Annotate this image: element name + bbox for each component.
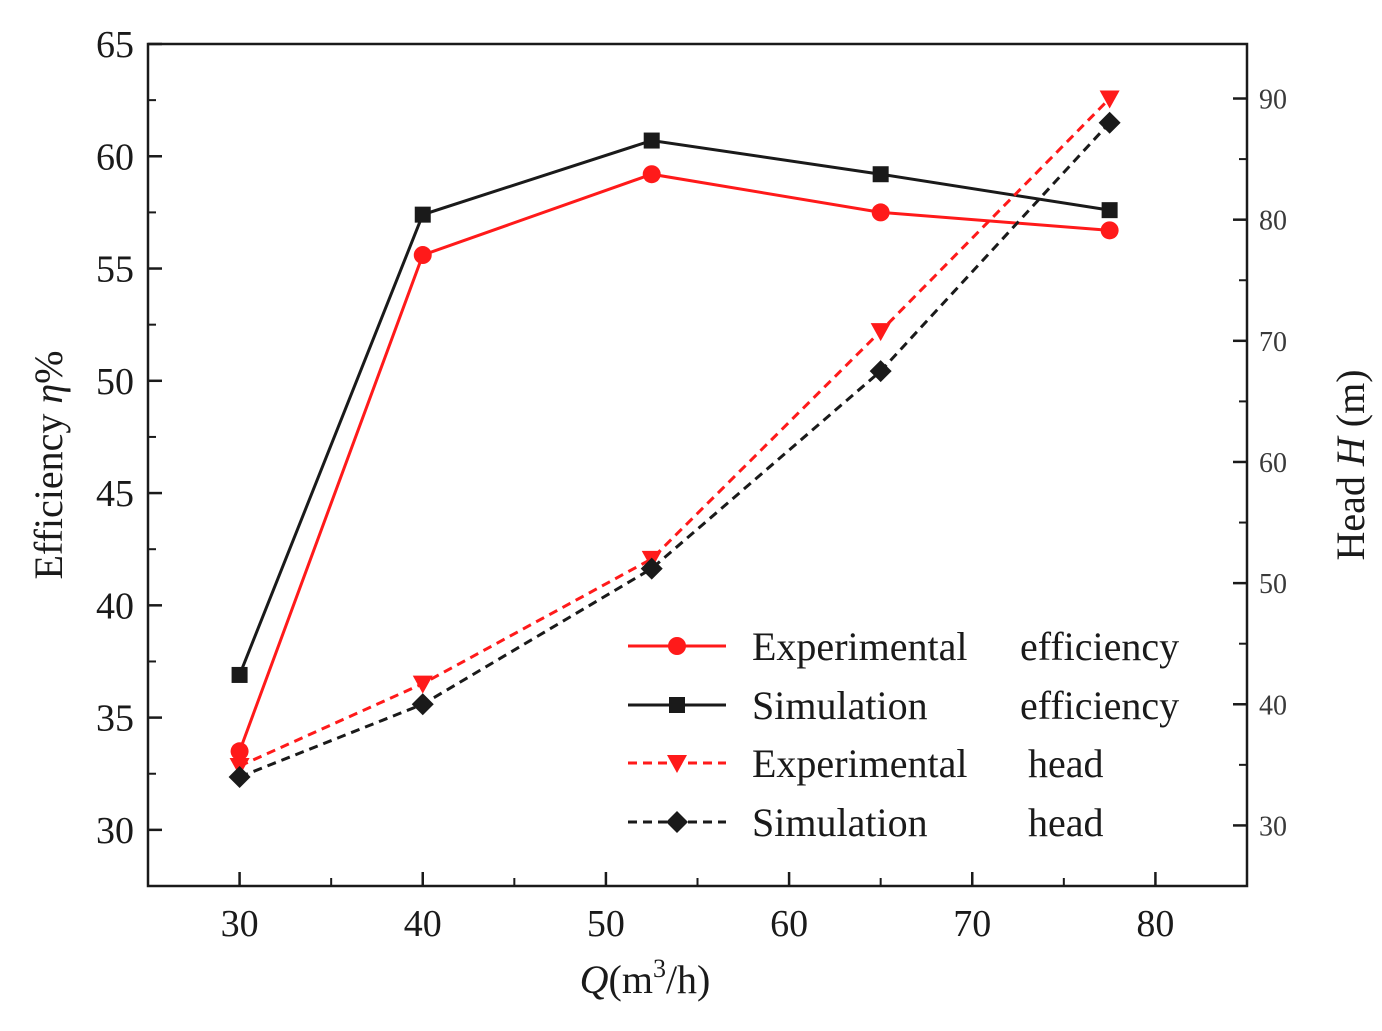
data-point-circle [230,742,249,761]
legend-label-part2: efficiency [1020,624,1179,669]
legend-item: Experimental head [628,741,1104,786]
data-point-diamond [411,693,434,716]
series-3 [228,111,1121,788]
data-point-circle [871,203,890,222]
left-tick-label: 65 [96,24,134,66]
series-0 [230,165,1119,761]
legend: Experimental efficiency Simulation efficien… [628,624,1179,845]
right-tick-label: 50 [1259,569,1287,600]
y-axis-right-label: Head H (m) [1328,369,1373,560]
legend-label-part1: Experimental [752,741,967,786]
left-tick-label: 45 [96,473,134,515]
right-tick-label: 30 [1259,811,1287,842]
data-point-triangle-down [870,323,891,342]
x-tick-label: 60 [770,903,808,945]
series-1 [231,132,1118,683]
data-point-square [231,666,248,683]
x-tick-label: 80 [1136,903,1174,945]
series-line [238,97,1111,768]
legend-label-part1: Simulation [752,683,928,728]
right-tick-label: 90 [1259,85,1287,116]
legend-label-part1: Simulation [752,800,928,845]
legend-item: Simulation head [628,800,1104,845]
x-tick-label: 40 [404,903,442,945]
y-axis-left-label: Efficiency η% [26,350,71,579]
right-tick-label: 80 [1259,206,1287,237]
left-axis-ticks: 30 35 40 45 50 55 60 65 [96,24,162,852]
legend-marker [668,637,686,655]
legend-item: Simulation efficiency [628,683,1179,728]
legend-label-part2: head [1028,741,1104,786]
x-axis-ticks: 30 40 50 60 70 80 [221,872,1174,945]
legend-label-part2: efficiency [1020,683,1179,728]
data-point-square [872,166,889,183]
left-tick-label: 40 [96,585,134,627]
data-point-triangle-down [1099,90,1120,109]
legend-label-part2: head [1028,800,1104,845]
data-point-circle [1100,221,1119,240]
right-axis-ticks: 30 40 50 60 70 80 90 [1233,85,1287,842]
legend-label-part1: Experimental [752,624,967,669]
data-point-triangle-down [412,675,433,694]
left-tick-label: 55 [96,249,134,291]
data-point-diamond [640,557,663,580]
data-point-diamond [1098,111,1121,134]
legend-marker [666,811,688,833]
x-tick-label: 30 [221,903,259,945]
data-point-square [1101,202,1118,219]
data-point-diamond [228,765,251,788]
series-2 [229,90,1120,777]
left-tick-label: 50 [96,361,134,403]
legend-marker [667,755,687,773]
left-tick-label: 60 [96,136,134,178]
series-line [239,121,1111,779]
series-line [238,172,1110,752]
legend-marker [669,697,685,713]
data-point-circle [642,165,661,184]
data-point-square [643,132,660,149]
x-axis-label: Q(m3/h) [580,954,711,1002]
right-tick-label: 70 [1259,327,1287,358]
x-tick-label: 70 [953,903,991,945]
left-tick-label: 35 [96,698,134,740]
x-tick-label: 50 [587,903,625,945]
data-point-circle [413,246,432,265]
data-point-square [414,206,431,223]
data-point-diamond [869,360,892,383]
right-tick-label: 40 [1259,690,1287,721]
series-group [228,90,1121,788]
left-tick-label: 30 [96,810,134,852]
right-tick-label: 60 [1259,448,1287,479]
legend-item: Experimental efficiency [628,624,1179,669]
